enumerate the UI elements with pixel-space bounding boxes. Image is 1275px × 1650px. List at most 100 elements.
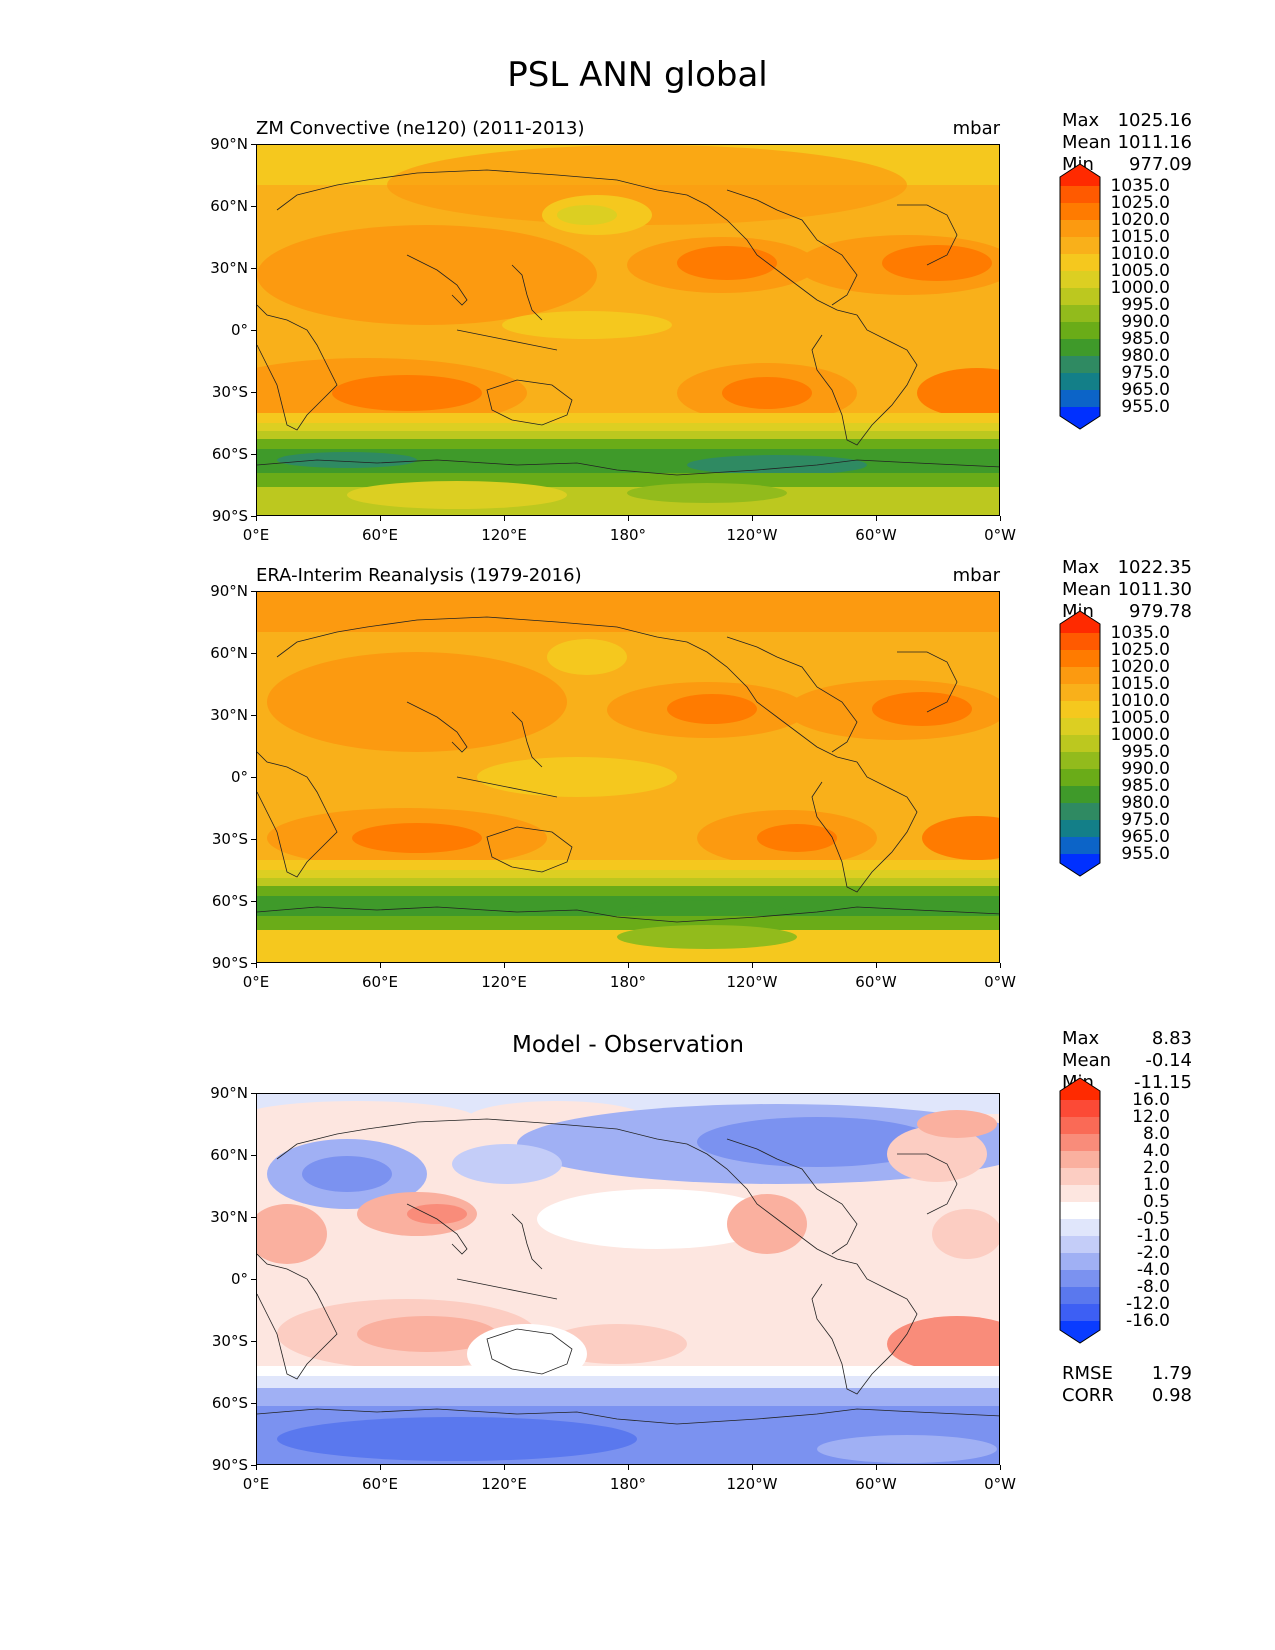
lat-tick-label: 60°S xyxy=(211,892,248,910)
colorbar-label: 965.0 xyxy=(1121,380,1170,400)
colorbar-label: 955.0 xyxy=(1121,397,1170,417)
colorbar-label: 955.0 xyxy=(1121,844,1170,864)
lat-tick xyxy=(251,268,256,269)
lat-tick-label: 60°N xyxy=(210,197,248,215)
lat-tick xyxy=(251,591,256,592)
colorbar-label: -8.0 xyxy=(1136,1277,1170,1297)
panel-model: ZM Convective (ne120) (2011-2013) mbar xyxy=(0,110,1275,578)
stat-row: Mean -0.14 xyxy=(1062,1050,1192,1072)
lat-tick-label: 60°N xyxy=(210,644,248,662)
colorbar-label: 1025.0 xyxy=(1110,640,1170,660)
lon-tick-label: 0°W xyxy=(984,973,1016,991)
map-plot xyxy=(256,591,1000,963)
colorbar-label: 990.0 xyxy=(1121,759,1170,779)
lon-tick xyxy=(380,1465,381,1470)
lon-tick xyxy=(628,963,629,968)
colorbar-label: 965.0 xyxy=(1121,827,1170,847)
lat-tick-label: 30°N xyxy=(210,1208,248,1226)
colorbar-label: -2.0 xyxy=(1136,1243,1170,1263)
lat-tick-label: 90°S xyxy=(211,507,248,525)
lat-tick-label: 90°N xyxy=(210,135,248,153)
lon-tick-label: 120°E xyxy=(481,973,527,991)
lat-tick xyxy=(251,1155,256,1156)
colorbar-label: 4.0 xyxy=(1142,1141,1170,1161)
lon-tick-label: 60°W xyxy=(855,973,897,991)
colorbar-label: -1.0 xyxy=(1136,1226,1170,1246)
colorbar-label: -0.5 xyxy=(1136,1209,1170,1229)
stat-row: Min 979.78 xyxy=(1062,601,1192,623)
lon-tick-label: 60°W xyxy=(855,1475,897,1493)
lon-tick xyxy=(256,963,257,968)
lon-tick-label: 60°W xyxy=(855,526,897,544)
stat-row: Max 8.83 xyxy=(1062,1028,1192,1050)
lon-tick xyxy=(752,1465,753,1470)
lon-tick-label: 0°W xyxy=(984,1475,1016,1493)
colorbar-label: 12.0 xyxy=(1132,1107,1170,1127)
colorbar-label: 1025.0 xyxy=(1110,193,1170,213)
lon-tick-label: 0°E xyxy=(242,973,270,991)
panel-title: ERA-Interim Reanalysis (1979-2016) xyxy=(256,565,582,586)
colorbar-label: 980.0 xyxy=(1121,793,1170,813)
lon-tick xyxy=(752,963,753,968)
colorbar-label: 1000.0 xyxy=(1110,725,1170,745)
lon-tick xyxy=(256,516,257,521)
stat-label: Mean xyxy=(1062,132,1112,153)
lat-tick-label: 30°S xyxy=(211,383,248,401)
lat-tick xyxy=(251,1465,256,1466)
colorbar-label: 1000.0 xyxy=(1110,278,1170,298)
panel-units: mbar xyxy=(952,565,1000,586)
lat-tick-label: 90°S xyxy=(211,954,248,972)
stats-block: Max 1022.35 Mean 1011.30 Min 979.78 xyxy=(1062,557,1192,623)
stat-label: Mean xyxy=(1062,1050,1112,1071)
map-plot xyxy=(256,1093,1000,1465)
stat-value: 977.09 xyxy=(1129,154,1192,175)
figure-title: PSL ANN global xyxy=(507,55,768,95)
lat-tick-label: 0° xyxy=(230,321,248,339)
colorbar-label: 1005.0 xyxy=(1110,708,1170,728)
colorbar-label: 1005.0 xyxy=(1110,261,1170,281)
lat-tick xyxy=(251,330,256,331)
lat-tick xyxy=(251,454,256,455)
lon-tick xyxy=(1000,963,1001,968)
lon-tick-label: 0°E xyxy=(242,1475,270,1493)
lon-tick-label: 60°E xyxy=(361,526,399,544)
metric-row: CORR 0.98 xyxy=(1062,1385,1192,1407)
panel-title: Model - Observation xyxy=(511,1032,745,1058)
lon-tick-label: 0°E xyxy=(242,526,270,544)
stat-value: -0.14 xyxy=(1145,1050,1192,1071)
lon-tick-label: 180° xyxy=(609,526,647,544)
colorbar xyxy=(1059,1077,1101,1344)
lon-tick xyxy=(628,1465,629,1470)
colorbar-label: 2.0 xyxy=(1142,1158,1170,1178)
map-plot xyxy=(256,144,1000,516)
colorbar-label: 1035.0 xyxy=(1110,623,1170,643)
lon-tick xyxy=(256,1465,257,1470)
colorbar-label: 980.0 xyxy=(1121,346,1170,366)
lat-tick xyxy=(251,777,256,778)
lon-tick-label: 120°W xyxy=(726,973,778,991)
lon-tick-label: 120°E xyxy=(481,526,527,544)
colorbar-label: 1015.0 xyxy=(1110,674,1170,694)
lon-tick xyxy=(628,516,629,521)
metrics-block: RMSE 1.79 CORR 0.98 xyxy=(1062,1363,1192,1407)
colorbar-label: 995.0 xyxy=(1121,742,1170,762)
colorbar-label: 995.0 xyxy=(1121,295,1170,315)
lon-tick-label: 60°E xyxy=(361,973,399,991)
lat-tick xyxy=(251,1217,256,1218)
panel-observation: ERA-Interim Reanalysis (1979-2016) mbar xyxy=(0,557,1275,1025)
lat-tick-label: 30°S xyxy=(211,1332,248,1350)
colorbar-label: 1020.0 xyxy=(1110,210,1170,230)
stat-value: 1011.16 xyxy=(1117,132,1192,153)
lon-tick xyxy=(504,1465,505,1470)
stat-value: 1025.16 xyxy=(1117,110,1192,131)
map-field xyxy=(257,145,999,515)
stat-row: Max 1022.35 xyxy=(1062,557,1192,579)
panel-units: mbar xyxy=(952,118,1000,139)
stat-value: 1022.35 xyxy=(1117,557,1192,578)
map-field xyxy=(257,592,999,962)
colorbar-label: -12.0 xyxy=(1126,1294,1170,1314)
lon-tick-label: 120°W xyxy=(726,1475,778,1493)
lat-tick xyxy=(251,963,256,964)
lat-tick-label: 60°S xyxy=(211,1394,248,1412)
colorbar-label: -4.0 xyxy=(1136,1260,1170,1280)
